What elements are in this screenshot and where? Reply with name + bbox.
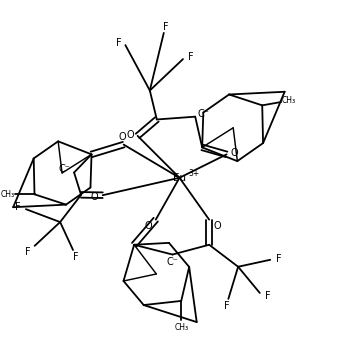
Text: O: O bbox=[126, 130, 134, 140]
Text: F: F bbox=[163, 22, 169, 32]
Text: CH₃: CH₃ bbox=[174, 323, 188, 332]
Text: 3+: 3+ bbox=[189, 169, 200, 178]
Text: C⁻: C⁻ bbox=[198, 109, 210, 119]
Text: O: O bbox=[144, 221, 152, 231]
Text: O: O bbox=[90, 192, 98, 202]
Text: O: O bbox=[118, 132, 126, 142]
Text: C⁻: C⁻ bbox=[167, 257, 178, 267]
Text: F: F bbox=[16, 202, 21, 213]
Text: Eu: Eu bbox=[173, 173, 186, 183]
Text: F: F bbox=[116, 38, 121, 48]
Text: CH₃: CH₃ bbox=[282, 96, 296, 105]
Text: O: O bbox=[213, 221, 221, 231]
Text: F: F bbox=[188, 52, 194, 62]
Text: F: F bbox=[265, 292, 270, 302]
Text: CH₃: CH₃ bbox=[1, 190, 15, 199]
Text: F: F bbox=[224, 301, 229, 311]
Text: F: F bbox=[73, 252, 79, 262]
Text: C⁻: C⁻ bbox=[58, 164, 70, 174]
Text: F: F bbox=[276, 254, 282, 264]
Text: F: F bbox=[25, 247, 30, 257]
Text: O: O bbox=[230, 148, 238, 158]
